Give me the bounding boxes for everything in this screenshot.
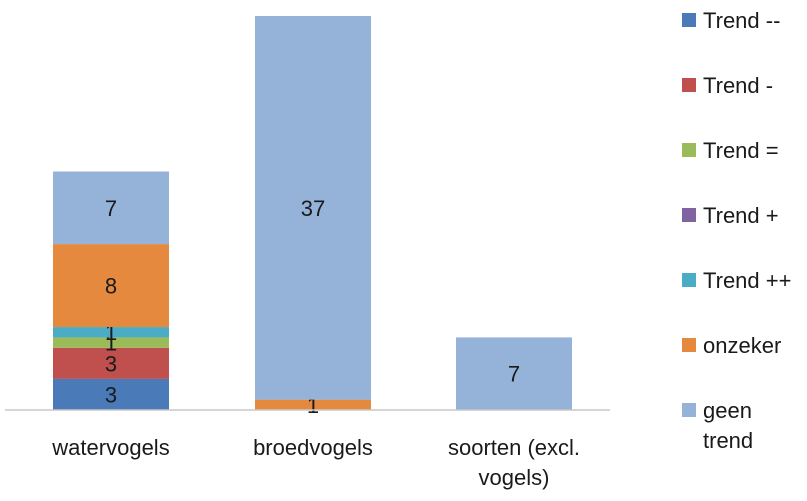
bar-segment: [53, 347, 169, 379]
legend-swatch: [682, 403, 696, 417]
data-label: 3: [105, 351, 117, 376]
data-label: 3: [105, 382, 117, 407]
data-label: 37: [301, 196, 325, 221]
category-label: broedvogels: [253, 435, 373, 460]
legend-label: onzeker: [703, 333, 781, 358]
legend-label: Trend ++: [703, 268, 791, 293]
bar-segment: [53, 378, 169, 410]
legend-label: Trend --: [703, 8, 780, 33]
bar-segment: [255, 16, 371, 400]
category-label: soorten (excl.: [448, 435, 580, 460]
legend: Trend -- Trend - Trend = Trend + Trend ++ onz…: [682, 8, 791, 453]
bar-segment: [456, 337, 572, 410]
bar-segment: [53, 327, 169, 338]
legend-swatch: [682, 78, 696, 92]
x-axis-labels: watervogels broedvogels soorten (excl. voge…: [51, 435, 580, 490]
data-label: 7: [105, 196, 117, 221]
bar-segment: [53, 171, 169, 245]
legend-label: trend: [703, 428, 753, 453]
legend-label: Trend =: [703, 138, 779, 163]
data-label: 8: [105, 274, 117, 299]
legend-label: geen: [703, 398, 752, 423]
legend-label: Trend -: [703, 73, 773, 98]
bar-segment: [53, 337, 169, 348]
legend-swatch: [682, 143, 696, 157]
bar-segment: [255, 399, 371, 410]
legend-swatch: [682, 273, 696, 287]
bar-segment: [53, 244, 169, 328]
data-label: 7: [508, 362, 520, 387]
legend-swatch: [682, 338, 696, 352]
legend-swatch: [682, 13, 696, 27]
category-label: watervogels: [51, 435, 169, 460]
category-label: vogels): [479, 465, 550, 490]
legend-label: Trend +: [703, 203, 779, 228]
legend-swatch: [682, 208, 696, 222]
